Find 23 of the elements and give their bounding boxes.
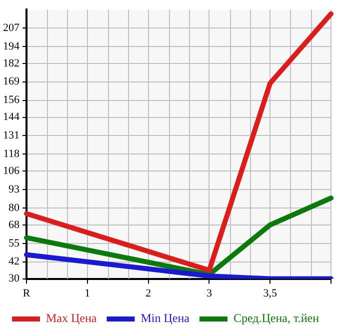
x-tick-label: 1	[84, 287, 90, 300]
y-tick-label: 144	[3, 111, 20, 124]
y-tick-label: 131	[3, 130, 20, 142]
y-tick-label: 118	[3, 148, 20, 160]
x-tick-label: 3	[206, 287, 212, 300]
y-tick-label: 93	[8, 183, 20, 196]
y-tick-label: 106	[3, 165, 20, 178]
y-tick-label: 42	[8, 256, 20, 268]
y-tick-label: 68	[8, 218, 20, 231]
legend-label: Min Цена	[140, 311, 190, 326]
y-tick-label: 156	[3, 94, 20, 106]
x-tick-label: 3,5	[263, 287, 278, 300]
y-tick-label: 207	[3, 22, 20, 34]
x-tick-label: 2	[146, 287, 152, 300]
y-tick-label: 30	[8, 272, 20, 285]
x-tick-label: R	[22, 287, 31, 300]
y-tick-label: 169	[3, 76, 20, 88]
y-tick-label: 182	[3, 57, 20, 70]
y-tick-label: 80	[8, 202, 20, 214]
y-tick-label: 194	[3, 40, 20, 52]
legend-label: Сред.Цена, т.йен	[233, 311, 320, 326]
y-tick-label: 55	[8, 237, 20, 250]
legend-label: Max Цена	[46, 311, 98, 326]
